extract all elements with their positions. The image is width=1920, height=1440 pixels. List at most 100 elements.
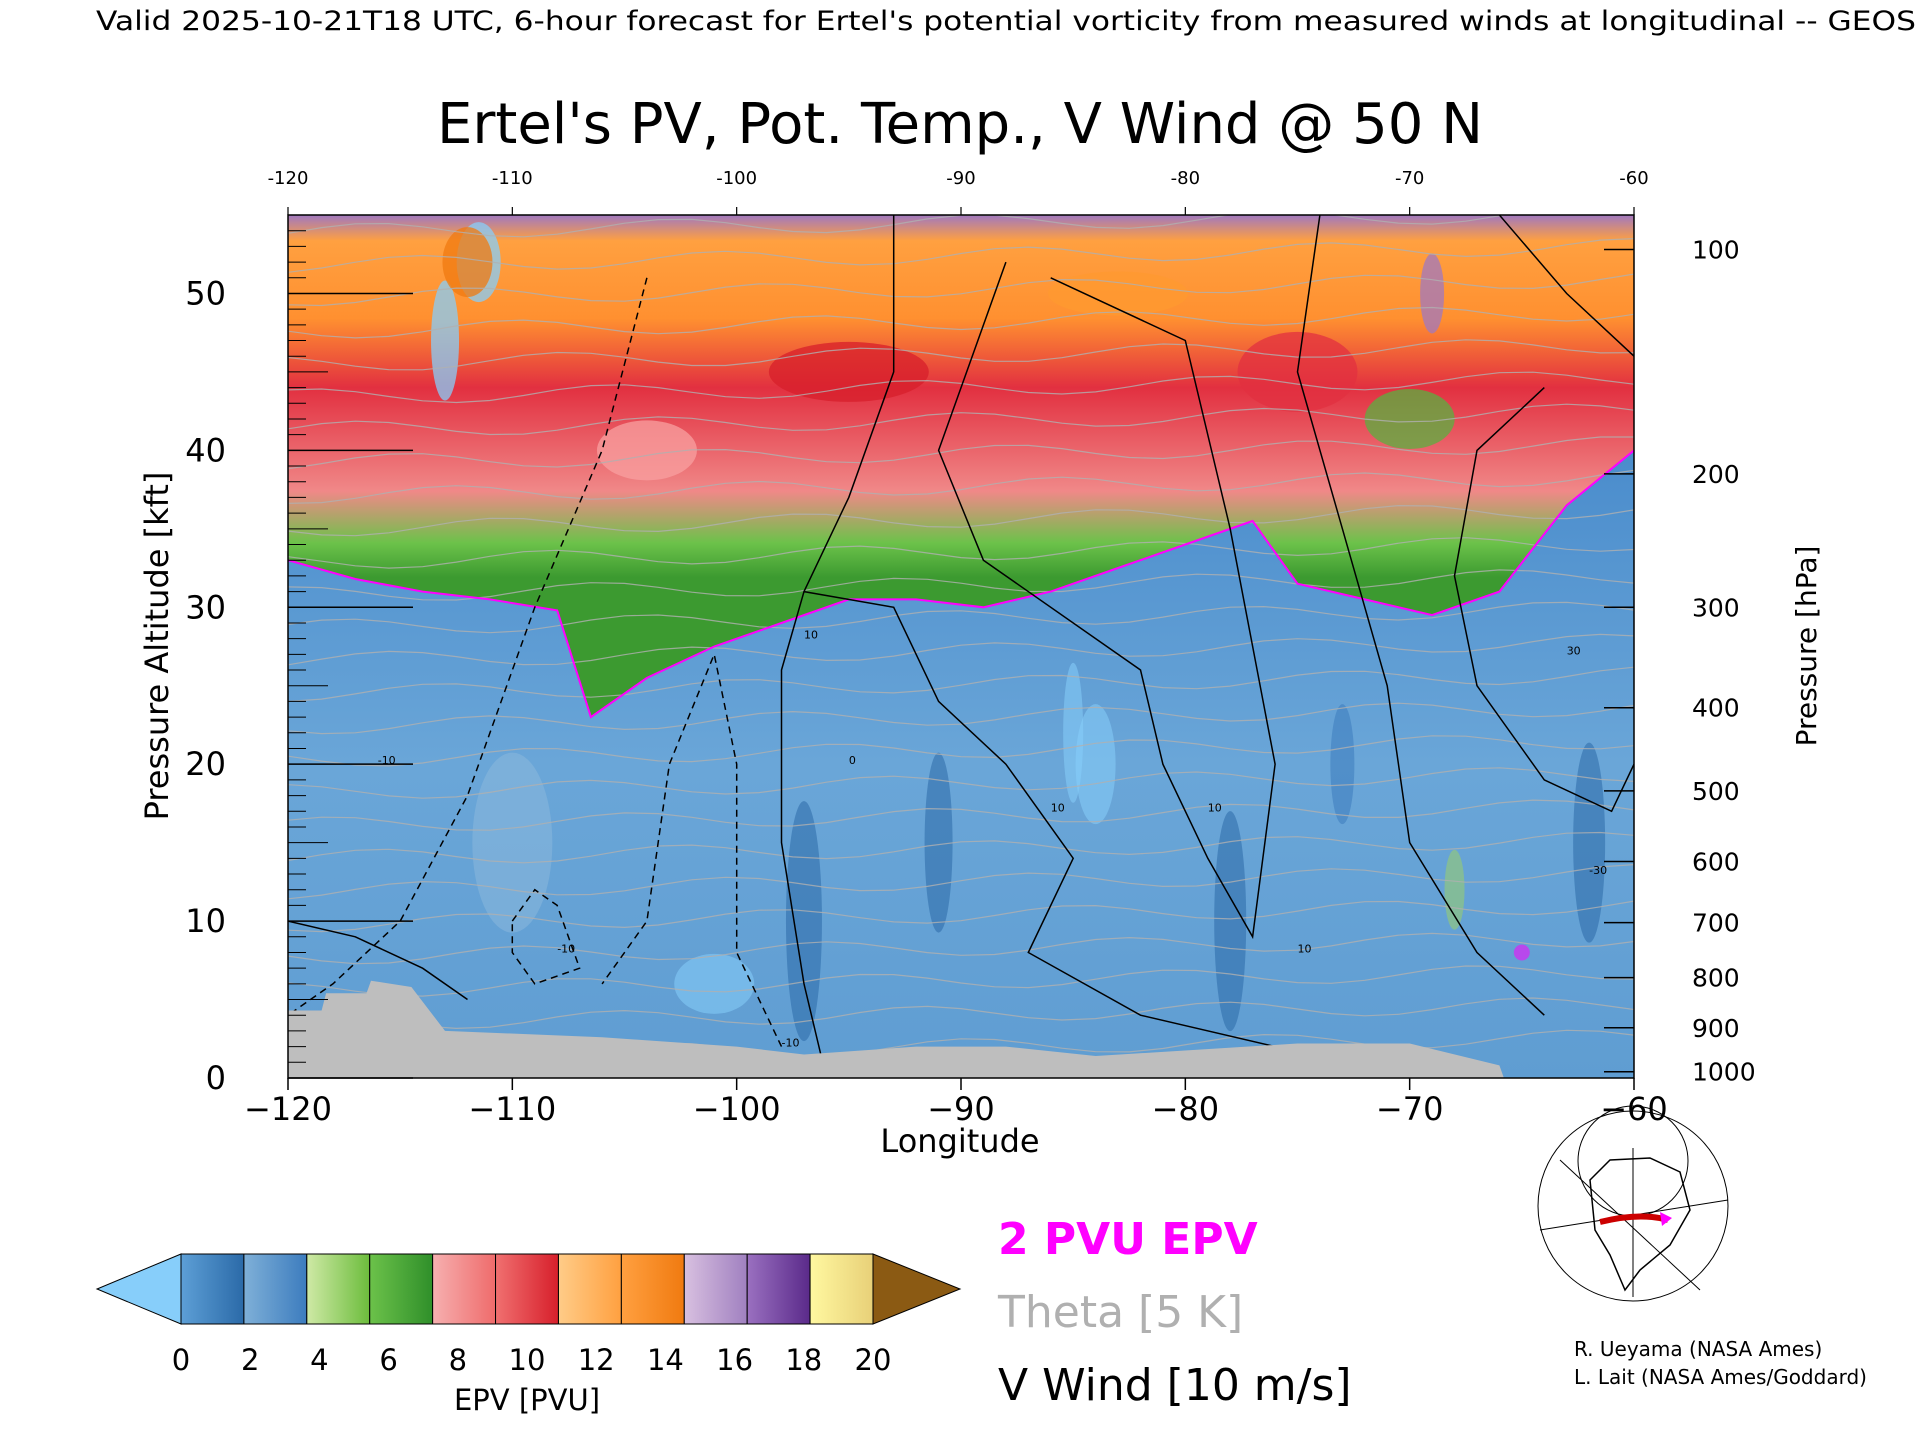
y-right-tick-label: 400 xyxy=(1692,694,1740,723)
theta-isentrope xyxy=(288,735,1634,767)
theta-isentrope xyxy=(288,702,1634,735)
theta-isentrope xyxy=(288,965,1634,997)
theta-isentrope xyxy=(288,633,1634,666)
y-tick-label: 20 xyxy=(185,745,226,783)
pv-feature xyxy=(785,801,822,1042)
surface-terrain xyxy=(288,980,1504,1078)
colorbar-tick-label: 18 xyxy=(785,1343,822,1377)
theta-isentrope xyxy=(288,469,1634,504)
colorbar-tick-label: 12 xyxy=(578,1343,615,1377)
y-right-tick-label: 600 xyxy=(1692,847,1740,876)
pv-feature xyxy=(1420,253,1445,334)
theta-isentrope xyxy=(288,436,1634,470)
pv-feature xyxy=(674,953,755,1014)
pv-feature xyxy=(1063,662,1084,803)
x-tick-label: −100 xyxy=(693,1090,781,1128)
theta-isentrope xyxy=(288,273,1634,307)
colorbar-tick-label: 0 xyxy=(172,1343,190,1377)
contour-label: 10 xyxy=(804,629,818,642)
y-axis-label-right: Pressure [hPa] xyxy=(1790,546,1823,747)
axes: −120 −110 −100 −90 −80 −70 −60-120 -110 -100 -90-… xyxy=(185,168,1755,1128)
colorbar-bin xyxy=(243,1253,308,1325)
theta-isentrope xyxy=(288,403,1634,436)
x-tick-label: −120 xyxy=(244,1090,332,1128)
theta-isentrope xyxy=(288,601,1634,634)
v-wind-contour xyxy=(803,215,895,592)
y-tick-label: 50 xyxy=(185,274,226,312)
pv-feature xyxy=(1330,704,1355,825)
colorbar-bin xyxy=(557,1253,622,1325)
pv-feature xyxy=(596,420,697,481)
v-wind-contours: 10 10 10 10 0 -10 -10 -10 30 -30 xyxy=(288,215,1634,1078)
contour-label: 10 xyxy=(1208,801,1222,814)
epv-colorbar: 0 2 4 6 8 10 12 14 16 18 20 xyxy=(95,1253,962,1377)
v-wind-contour xyxy=(511,888,581,985)
troposphere-field xyxy=(288,450,1634,1078)
x-tick-label: −80 xyxy=(1152,1090,1220,1128)
colorbar-bin xyxy=(746,1253,811,1325)
contour-label: 10 xyxy=(1051,801,1065,814)
contour-label: 10 xyxy=(1298,942,1312,955)
credit-line-1: R. Ueyama (NASA Ames) xyxy=(1574,1337,1822,1361)
contour-label: 0 xyxy=(849,754,856,767)
pv-feature xyxy=(431,280,460,401)
chart-title: Ertel's PV, Pot. Temp., V Wind @ 50 N xyxy=(437,92,1483,157)
y-tick-label: 0 xyxy=(206,1059,226,1097)
colorbar-under-arrow xyxy=(95,1253,182,1325)
v-wind-contour xyxy=(1453,387,1634,813)
x-tick-label: −110 xyxy=(468,1090,556,1128)
theta-isentrope xyxy=(288,238,1634,273)
x-tick-label: −60 xyxy=(1600,1090,1668,1128)
colorbar-tick-label: 4 xyxy=(310,1343,328,1377)
colorbar-tick-label: 2 xyxy=(241,1343,259,1377)
colorbar-bin xyxy=(495,1253,559,1325)
pv-feature xyxy=(1048,271,1189,316)
theta-isentrope xyxy=(288,537,1634,569)
theta-isentrope xyxy=(288,371,1634,404)
y-right-tick-label: 800 xyxy=(1692,964,1740,993)
x-top-tick-label: -110 xyxy=(492,168,533,189)
colorbar-tick-label: 14 xyxy=(647,1343,684,1377)
theta-isentrope xyxy=(288,932,1634,965)
inset-graticule xyxy=(1559,1159,1701,1291)
inset-marker xyxy=(1660,1212,1672,1226)
colorbar-tick-label: 6 xyxy=(379,1343,397,1377)
colorbar-tick-label: 8 xyxy=(449,1343,467,1377)
colorbar-bin xyxy=(432,1253,497,1325)
y-tick-label: 40 xyxy=(185,431,226,469)
x-axis-label: Longitude xyxy=(880,1122,1039,1160)
colorbar-bin xyxy=(180,1253,245,1325)
theta-isentrope xyxy=(288,339,1634,371)
x-top-tick-label: -120 xyxy=(268,168,309,189)
y-right-tick-label: 700 xyxy=(1692,909,1740,938)
globe-map-icon xyxy=(1535,1105,1731,1302)
inset-graticule xyxy=(1537,1110,1729,1302)
contour-label: 30 xyxy=(1567,644,1581,657)
x-top-tick-label: -70 xyxy=(1395,168,1424,189)
colorbar-over-arrow xyxy=(872,1253,962,1325)
colorbar-bin xyxy=(620,1253,685,1325)
pv-feature xyxy=(1573,742,1606,943)
pv-feature xyxy=(924,752,953,933)
colorbar-bin xyxy=(369,1253,434,1325)
credit-line-2: L. Lait (NASA Ames/Goddard) xyxy=(1574,1365,1867,1389)
pv-feature xyxy=(1513,944,1530,961)
x-tick-label: −90 xyxy=(927,1090,995,1128)
y-right-tick-label: 200 xyxy=(1692,460,1740,489)
legend-epv-2pvu: 2 PVU EPV xyxy=(998,1214,1258,1265)
colorbar-bin xyxy=(306,1253,371,1325)
y-right-tick-label: 300 xyxy=(1692,593,1740,622)
troposphere-pv-features xyxy=(472,662,1606,1042)
theta-isentrope xyxy=(288,504,1634,537)
pv-feature xyxy=(472,752,553,933)
epv-2pvu-contour xyxy=(288,449,1634,719)
colorbar-tick-label: 20 xyxy=(855,1343,892,1377)
v-wind-contour xyxy=(1296,215,1545,1016)
theta-isentrope xyxy=(288,864,1634,900)
v-wind-contour xyxy=(288,920,468,1001)
colorbar-tick-label: 16 xyxy=(716,1343,753,1377)
y-right-tick-label: 500 xyxy=(1692,777,1740,806)
pv-feature xyxy=(1364,388,1455,449)
contour-label: -10 xyxy=(378,754,396,767)
